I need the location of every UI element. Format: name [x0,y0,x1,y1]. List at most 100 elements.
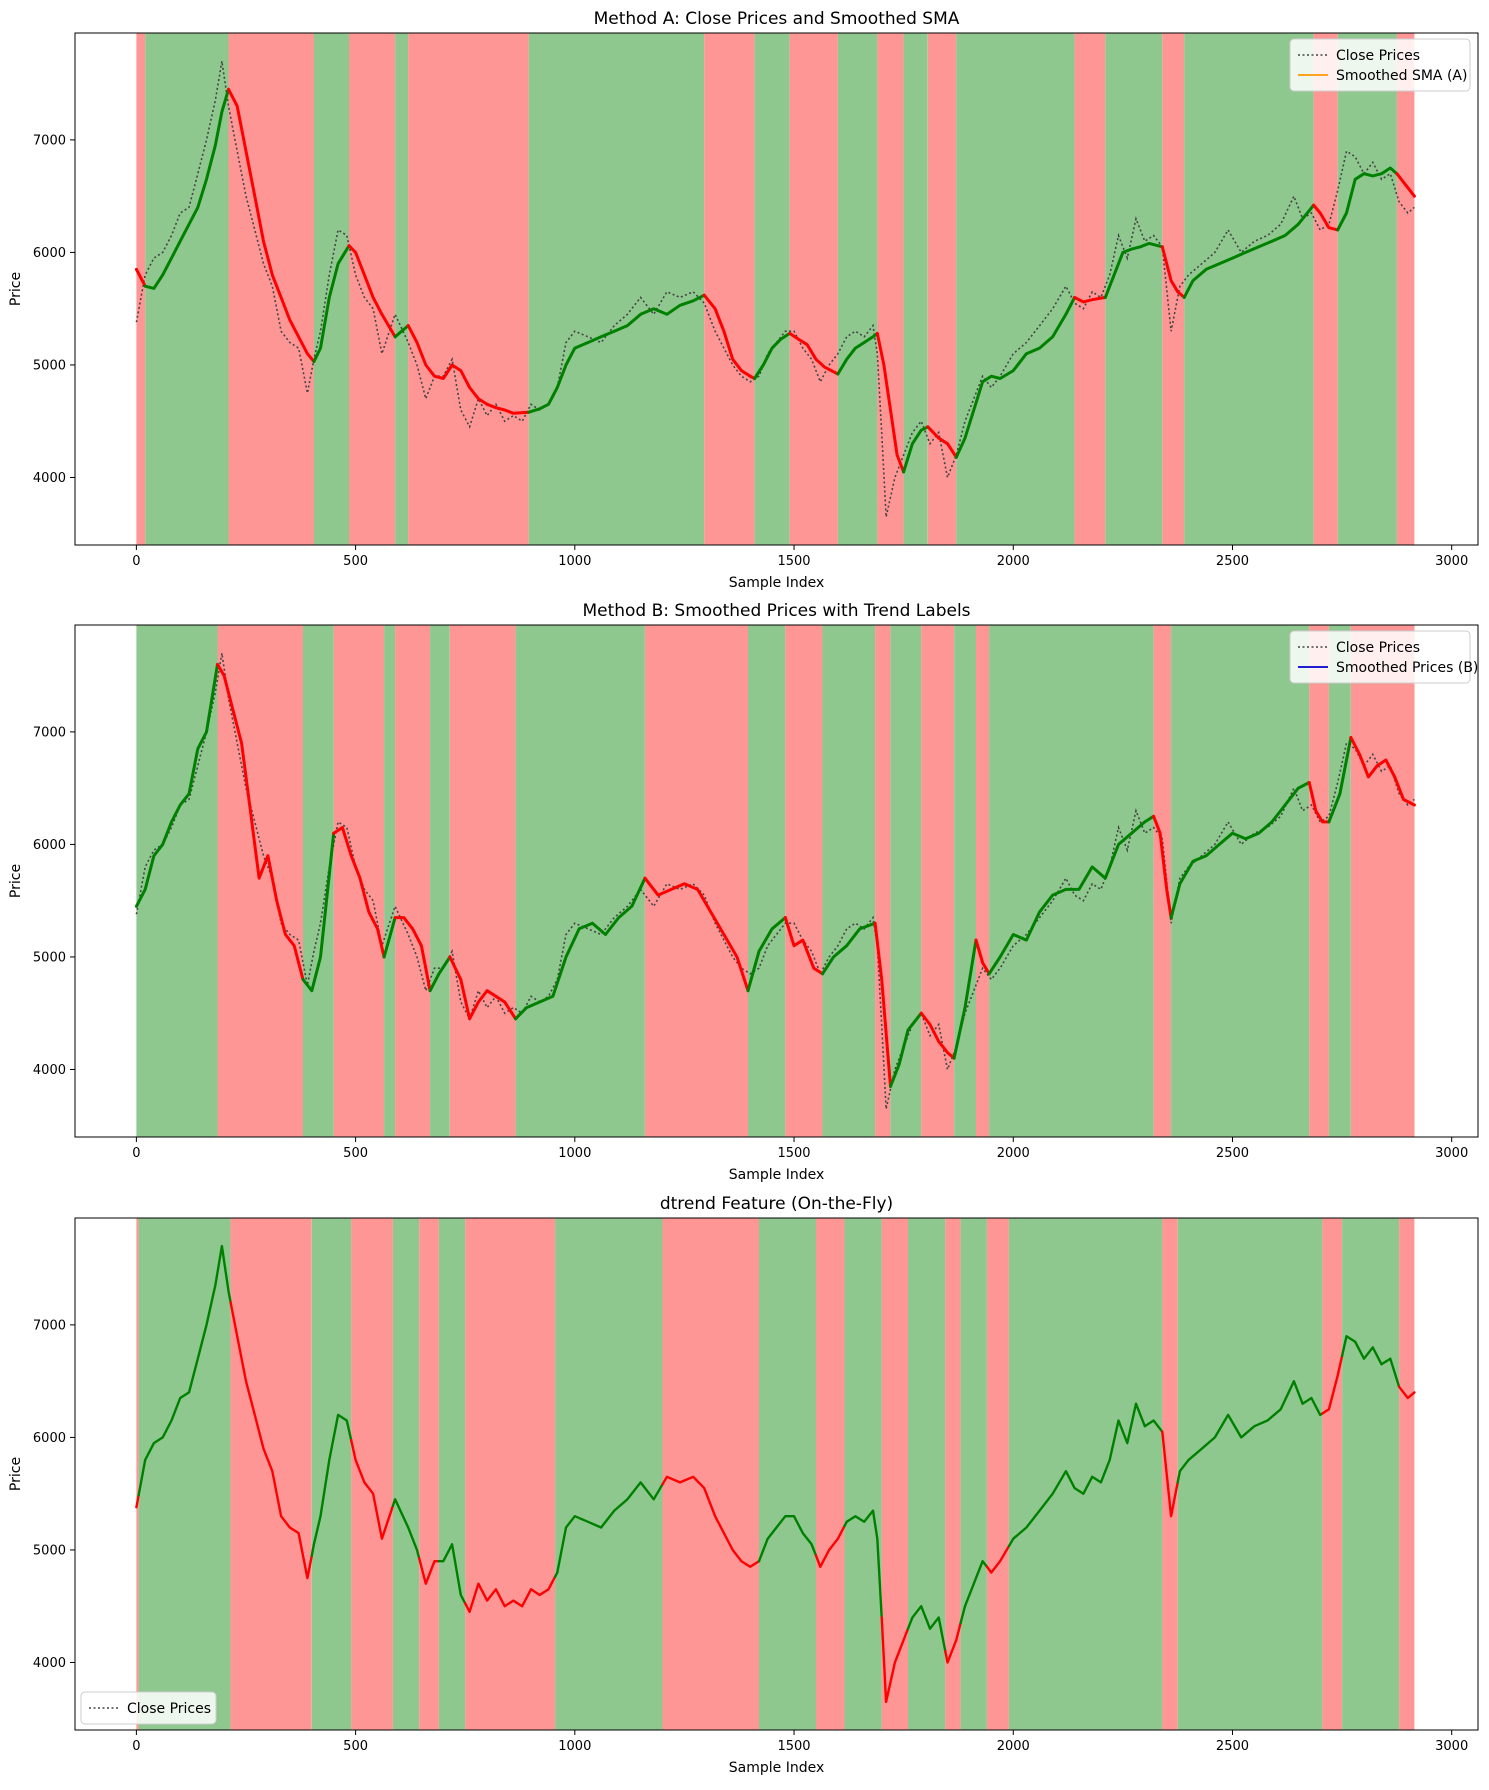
trend-segment-up [1182,203,1316,299]
regime-band-down [228,33,314,545]
y-tick-label: 5000 [33,1543,66,1558]
legend-label: Close Prices [1336,640,1420,656]
legend-box [80,1691,217,1725]
regime-band-down [1309,625,1329,1137]
chart-title: Method A: Close Prices and Smoothed SMA [594,9,960,29]
regime-band-down [816,1218,845,1730]
x-tick-label: 3000 [1435,554,1468,569]
y-tick-label: 7000 [33,725,66,740]
trend-segment-down [919,1011,956,1060]
regime-bands [136,33,1415,545]
x-tick-label: 2000 [997,1146,1030,1161]
trend-segment-up [391,1498,421,1560]
close-price-line [135,60,1415,518]
x-tick-label: 1500 [777,1739,810,1754]
x-tick-label: 2500 [1216,1146,1249,1161]
trend-segment-down [227,87,316,364]
y-tick-label: 5000 [33,358,66,373]
x-tick-label: 500 [343,554,368,569]
trend-segment-up [906,1605,947,1653]
trend-segment-down [974,938,991,976]
trend-segment-down [1161,1430,1179,1518]
regime-band-up [822,625,876,1137]
regime-band-up [1177,1218,1323,1730]
y-axis-label: Price [8,864,24,898]
trend-segment-down [406,324,531,415]
trend-segment-up [987,814,1156,976]
regime-band-up [138,1218,231,1730]
close-price-line [135,652,1415,1110]
trend-segment-up [312,244,351,364]
x-tick-label: 2500 [1216,1739,1249,1754]
y-tick-label: 4000 [33,471,66,486]
regime-band-down [662,1218,759,1730]
regime-band-down [945,1218,961,1730]
legend-label: Close Prices [1336,48,1420,64]
x-axis-label: Sample Index [729,1167,824,1183]
regime-band-up [748,625,786,1137]
chart-dtrend: 0 500 1000 1500 2000 2500 3000 4000 5000 6000 7000… [8,1194,1479,1776]
trend-segments [135,1244,1416,1704]
regime-band-down [789,33,838,545]
x-tick-label: 0 [132,554,140,569]
trend-segment-up [437,1543,467,1605]
trend-segment-down [702,293,757,380]
trend-segment-up [382,916,397,959]
regime-band-down [465,1218,556,1730]
y-tick-label: 4000 [33,1063,66,1078]
legend: Close Prices [80,1691,217,1725]
trend-segment-up [952,938,978,1060]
regime-band-down [1399,1218,1415,1730]
legend-box [1289,630,1471,684]
trend-segment-up [134,662,219,908]
regime-band-down [419,1218,439,1730]
regime-band-up [903,33,928,545]
trend-segment-up [757,1515,818,1563]
trend-segment-up [1336,166,1399,232]
trend-segment-up [393,324,410,339]
regime-band-down [1322,1218,1343,1730]
x-axis-label: Sample Index [729,1760,824,1776]
trend-segment-down [880,1616,910,1704]
regime-band-down [921,625,955,1137]
regime-band-down [395,625,431,1137]
trend-segment-up [902,425,930,474]
regime-band-up [954,625,976,1137]
x-tick-label: 1000 [558,1146,591,1161]
x-tick-label: 500 [343,1146,368,1161]
x-tick-label: 1500 [777,554,810,569]
regime-band-down [1162,1218,1178,1730]
chart-title: dtrend Feature (On-the-Fly) [660,1194,893,1214]
trend-segment-down [814,1524,846,1568]
regime-band-up [960,1218,987,1730]
regime-band-up [1337,33,1397,545]
trend-segment-down [1397,1385,1416,1400]
y-tick-label: 4000 [33,1656,66,1671]
trend-segment-down [985,1545,1011,1574]
regime-band-down [987,1218,1009,1730]
regime-band-down [351,1218,393,1730]
x-tick-label: 0 [132,1146,140,1161]
regime-band-up [438,1218,466,1730]
trend-segment-down [661,1475,761,1568]
trend-segment-up [301,831,336,993]
plot-frame [74,624,1479,1138]
x-tick-label: 1000 [558,554,591,569]
trend-segment-down [464,1575,557,1613]
regime-band-up [1328,625,1351,1137]
trend-segment-down [332,826,386,959]
trend-segment-up [746,916,787,993]
trend-segment-up [1340,1335,1401,1388]
trend-segment-down [1160,245,1186,299]
regime-bands [136,1218,1415,1730]
chart-title: Method B: Smoothed Prices with Trend Lab… [582,601,970,621]
x-tick-label: 3000 [1435,1146,1468,1161]
x-tick-label: 1500 [777,1146,810,1161]
regime-band-down [785,625,823,1137]
regime-band-down [1350,625,1415,1137]
regime-band-up [956,33,1075,545]
legend: Close Prices Smoothed SMA (A) [1289,38,1471,92]
trend-segment-down [134,267,147,288]
legend-label: Smoothed Prices (B) [1336,660,1478,676]
trend-segment-down [875,331,906,474]
